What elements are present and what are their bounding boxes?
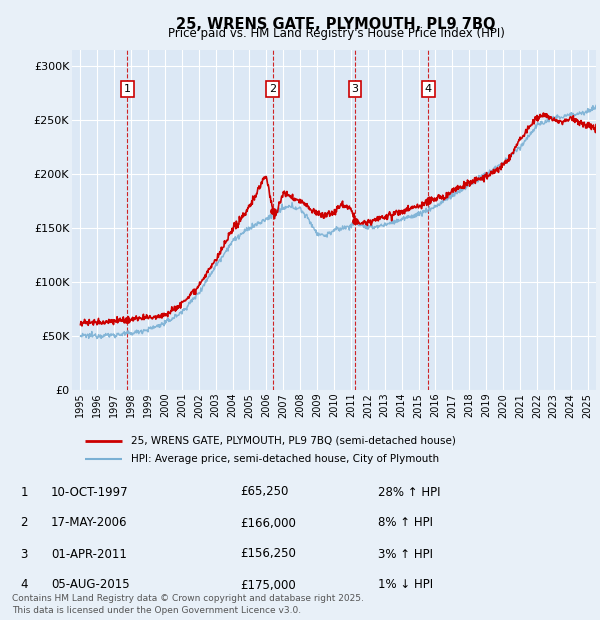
Text: 17-MAY-2006: 17-MAY-2006 [51,516,128,529]
Text: 4: 4 [20,578,28,591]
Text: £175,000: £175,000 [240,578,296,591]
Text: 1% ↓ HPI: 1% ↓ HPI [378,578,433,591]
Text: 3: 3 [352,84,359,94]
Text: £156,250: £156,250 [240,547,296,560]
Text: 05-AUG-2015: 05-AUG-2015 [51,578,130,591]
Text: 3: 3 [20,547,28,560]
Text: Price paid vs. HM Land Registry's House Price Index (HPI): Price paid vs. HM Land Registry's House … [167,27,505,40]
Text: Contains HM Land Registry data © Crown copyright and database right 2025.
This d: Contains HM Land Registry data © Crown c… [12,594,364,615]
Text: £166,000: £166,000 [240,516,296,529]
Text: 2: 2 [269,84,277,94]
Text: 1: 1 [20,485,28,498]
Text: 28% ↑ HPI: 28% ↑ HPI [378,485,440,498]
Text: 1: 1 [124,84,131,94]
Text: 2: 2 [20,516,28,529]
Text: £65,250: £65,250 [240,485,289,498]
Text: 4: 4 [425,84,432,94]
Text: 01-APR-2011: 01-APR-2011 [51,547,127,560]
Text: 25, WRENS GATE, PLYMOUTH, PL9 7BQ (semi-detached house): 25, WRENS GATE, PLYMOUTH, PL9 7BQ (semi-… [131,436,455,446]
Text: 25, WRENS GATE, PLYMOUTH, PL9 7BQ: 25, WRENS GATE, PLYMOUTH, PL9 7BQ [176,17,496,32]
Text: 3% ↑ HPI: 3% ↑ HPI [378,547,433,560]
Text: 8% ↑ HPI: 8% ↑ HPI [378,516,433,529]
Text: 10-OCT-1997: 10-OCT-1997 [51,485,128,498]
Text: HPI: Average price, semi-detached house, City of Plymouth: HPI: Average price, semi-detached house,… [131,453,439,464]
